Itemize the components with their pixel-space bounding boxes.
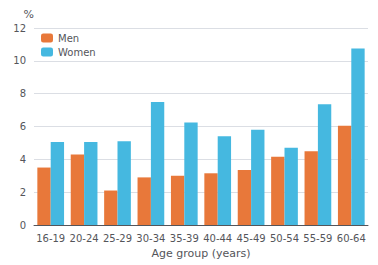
- svg-text:25-29: 25-29: [103, 233, 132, 244]
- svg-text:45-49: 45-49: [237, 233, 266, 244]
- svg-text:0: 0: [20, 220, 26, 231]
- svg-text:12: 12: [13, 23, 26, 34]
- svg-text:10: 10: [13, 55, 26, 66]
- svg-text:4: 4: [20, 154, 26, 165]
- svg-text:6: 6: [20, 121, 26, 132]
- svg-text:60-64: 60-64: [337, 233, 366, 244]
- svg-text:35-39: 35-39: [170, 233, 199, 244]
- svg-text:20-24: 20-24: [70, 233, 99, 244]
- svg-text:30-34: 30-34: [136, 233, 165, 244]
- svg-text:50-54: 50-54: [270, 233, 299, 244]
- svg-text:Age group (years): Age group (years): [151, 247, 250, 260]
- svg-text:16-19: 16-19: [36, 233, 65, 244]
- svg-text:40-44: 40-44: [203, 233, 232, 244]
- svg-text:%: %: [24, 8, 34, 21]
- svg-text:Women: Women: [58, 47, 96, 58]
- svg-text:55-59: 55-59: [303, 233, 332, 244]
- svg-text:2: 2: [20, 187, 26, 198]
- svg-text:Men: Men: [58, 33, 79, 44]
- svg-text:8: 8: [20, 88, 26, 99]
